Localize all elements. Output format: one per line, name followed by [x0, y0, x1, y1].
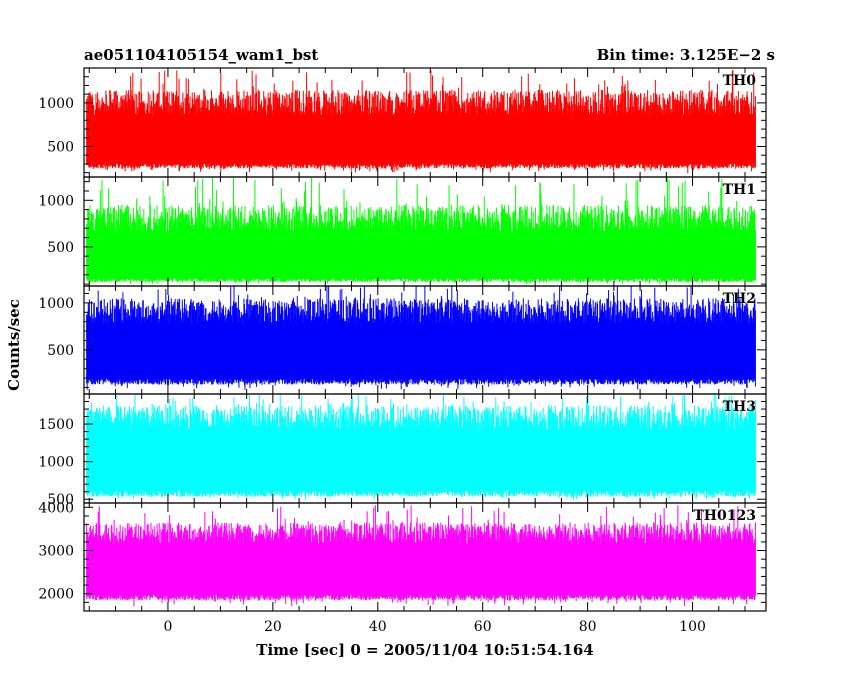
- y-axis-label: Counts/sec: [5, 299, 23, 391]
- panel-label-th2: TH2: [723, 291, 756, 307]
- series-band-th2: [86, 327, 756, 369]
- chart-title: ae051104105154_wam1_bst: [84, 46, 318, 64]
- x-tick-label: 20: [264, 619, 282, 635]
- panel-frame: [83, 502, 767, 612]
- y-tick-label: 4000: [38, 500, 74, 516]
- panel-th0123: 2000 3000 4000 TH0123: [38, 500, 767, 612]
- y-tick-label: 1000: [38, 96, 74, 112]
- panel-th3: 500 1000 1500 TH3: [38, 393, 767, 508]
- x-tick-label: 40: [369, 619, 387, 635]
- panel-label-th1: TH1: [723, 182, 756, 198]
- x-tick-label: 80: [579, 619, 597, 635]
- y-tick-label: 1000: [38, 193, 74, 209]
- y-tick-label: 1000: [38, 455, 74, 471]
- y-tick-label: 3000: [38, 544, 74, 560]
- series-band-th0: [86, 119, 756, 156]
- panel-th0: 500 1000 TH0: [38, 67, 767, 178]
- panel-th1: 500 1000 TH1: [38, 176, 767, 287]
- y-tick-label: 1500: [38, 417, 74, 433]
- panel-th2: 500 1000 TH2: [38, 285, 767, 395]
- y-tick-label: 500: [47, 240, 74, 256]
- panel-label-th0: TH0: [723, 73, 757, 89]
- panel-label-th3: TH3: [723, 399, 756, 415]
- bin-time-label: Bin time: 3.125E−2 s: [597, 46, 775, 64]
- series-band-th0123: [86, 547, 756, 585]
- x-tick-label: 60: [474, 619, 492, 635]
- y-tick-label: 500: [47, 139, 74, 155]
- series-band-th3: [86, 434, 756, 479]
- series-band-th1: [86, 237, 756, 272]
- x-tick-label: 100: [679, 619, 706, 635]
- x-tick-label: 0: [163, 619, 172, 635]
- y-tick-label: 1000: [38, 296, 74, 312]
- y-tick-label: 500: [47, 343, 74, 359]
- panel-label-th0123: TH0123: [693, 508, 756, 524]
- x-axis-label: Time [sec] 0 = 2005/11/04 10:51:54.164: [256, 641, 593, 659]
- y-tick-label: 2000: [38, 587, 74, 603]
- y-tick-label: 500: [47, 492, 74, 508]
